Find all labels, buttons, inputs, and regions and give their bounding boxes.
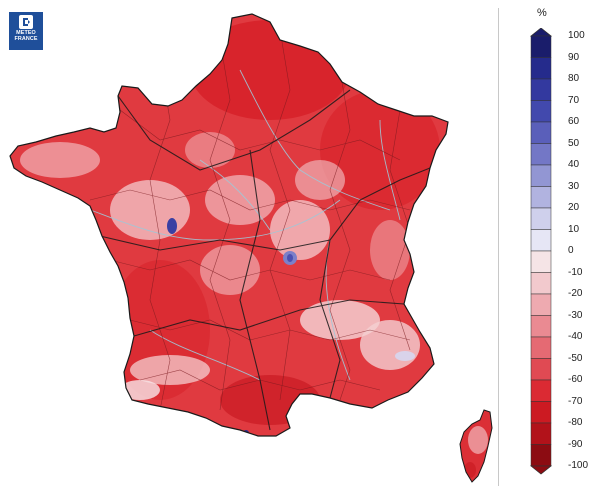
color-scale-legend [529,28,553,475]
logo-line-1: METEO [16,30,36,36]
legend-bottom-arrow [529,465,553,475]
legend-swatch [530,121,552,144]
legend-swatch [530,272,552,295]
france-anomaly-map [9,13,493,483]
legend-tick-label: 0 [568,245,574,256]
legend-tick-label: 100 [568,30,585,41]
legend-tick-label: -100 [568,460,589,471]
legend-tick-label: 80 [568,73,580,84]
legend-swatch [530,401,552,424]
legend-tick-label: 60 [568,116,580,127]
corsica-outline [459,409,493,483]
legend-swatch [530,100,552,123]
legend-tick-label: -20 [568,288,583,299]
divider-line [498,8,499,486]
legend-swatch [530,35,552,58]
legend-swatch [530,250,552,273]
legend-tick-label: 20 [568,202,580,213]
legend-swatch [530,422,552,445]
legend-tick-label: -30 [568,309,583,321]
legend-tick-label: 10 [568,223,580,235]
legend-swatch [530,229,552,252]
logo-emblem-icon [19,15,33,29]
legend-swatch [530,207,552,230]
logo-line-2: FRANCE [14,36,38,42]
legend-tick-label: -80 [568,417,583,428]
legend-swatch [530,336,552,359]
legend-tick-label: -60 [568,374,583,385]
corsica-map [460,410,492,482]
logo-text: METEO FRANCE [14,30,37,42]
legend-swatch [530,78,552,101]
meteo-france-logo: METEO FRANCE [9,12,43,50]
legend-tick-label: -70 [568,395,583,407]
legend-tick-label: -50 [568,352,583,364]
legend-swatch [530,143,552,166]
legend-top-arrow [529,28,553,37]
legend-unit: % [537,7,547,19]
legend-swatch [530,379,552,402]
legend-swatch [530,164,552,187]
legend-swatch [530,315,552,338]
legend-tick-label: 40 [568,159,580,170]
mainland-map [10,14,448,436]
legend-tick-label: 50 [568,137,580,149]
legend-tick-label: -40 [568,331,583,342]
legend-tick-label: -10 [568,266,583,278]
legend-tick-label: -90 [568,438,583,450]
france-outline [9,13,449,437]
legend-swatch [530,57,552,80]
legend-swatch [530,186,552,209]
legend-tick-label: 70 [568,94,580,106]
legend-tick-label: 90 [568,51,580,63]
legend-swatch [530,444,552,467]
legend-swatch [530,358,552,381]
legend-swatch [530,293,552,316]
legend-tick-label: 30 [568,180,580,192]
